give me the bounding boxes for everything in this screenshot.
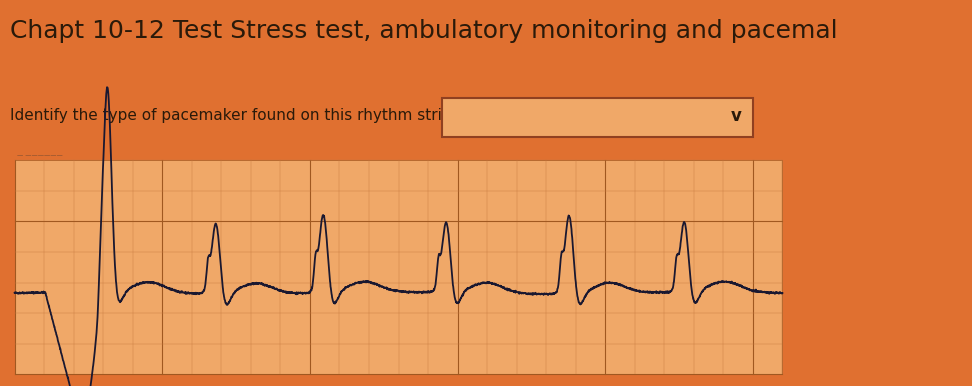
Text: Chapt 10-12 Test Stress test, ambulatory monitoring and pacemal: Chapt 10-12 Test Stress test, ambulatory…	[10, 19, 837, 43]
Text: Identify the type of pacemaker found on this rhythm strip: Identify the type of pacemaker found on …	[10, 108, 451, 123]
FancyBboxPatch shape	[442, 98, 753, 137]
Text: — ——————: — ——————	[17, 153, 62, 158]
Text: v: v	[730, 107, 742, 125]
Bar	[15, 160, 782, 374]
